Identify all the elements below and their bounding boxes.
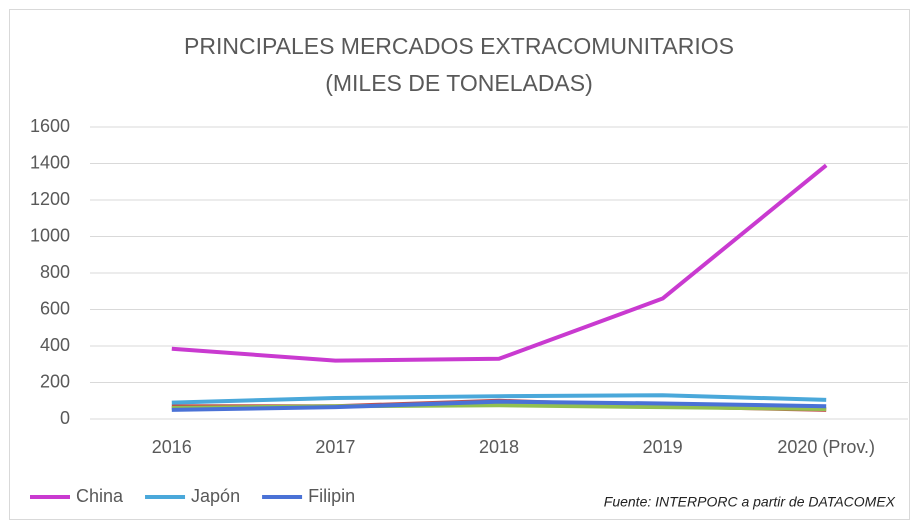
y-tick-label: 400	[40, 335, 70, 355]
y-tick-label: 800	[40, 262, 70, 282]
x-tick-label: 2016	[152, 437, 192, 457]
x-tick-label: 2020 (Prov.)	[777, 437, 875, 457]
y-tick-label: 600	[40, 298, 70, 318]
legend-label: Filipin	[308, 486, 355, 506]
series-line	[171, 399, 827, 412]
y-tick-label: 1200	[30, 189, 70, 209]
y-tick-label: 1600	[30, 116, 70, 136]
chart-border	[9, 9, 910, 520]
series-line	[171, 163, 828, 363]
x-tick-label: 2019	[643, 437, 683, 457]
source-note: Fuente: INTERPORC a partir de DATACOMEX	[604, 494, 896, 510]
y-tick-label: 0	[60, 408, 70, 428]
legend-label: Japón	[191, 486, 240, 506]
y-tick-label: 1400	[30, 152, 70, 172]
chart-subtitle: (MILES DE TONELADAS)	[325, 70, 593, 96]
x-tick-label: 2017	[315, 437, 355, 457]
chart-title: PRINCIPALES MERCADOS EXTRACOMUNITARIOS	[184, 33, 734, 59]
y-tick-label: 1000	[30, 225, 70, 245]
legend-label: China	[76, 486, 124, 506]
x-tick-label: 2018	[479, 437, 519, 457]
y-tick-label: 200	[40, 371, 70, 391]
series-line	[171, 393, 827, 405]
